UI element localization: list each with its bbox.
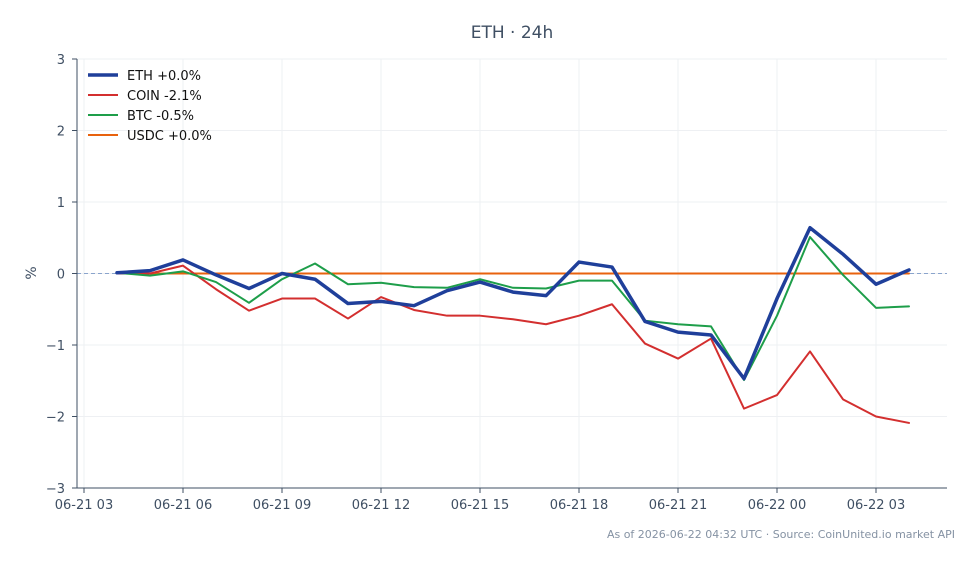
series-line-coin: [116, 264, 910, 424]
legend-label: BTC -0.5%: [127, 109, 194, 124]
legend-label: COIN -2.1%: [127, 89, 202, 104]
x-tick-label: 06-21 21: [649, 498, 707, 513]
footer-source: As of 2026-06-22 04:32 UTC · Source: Coi…: [607, 528, 955, 541]
x-tick-label: 06-21 15: [451, 498, 509, 513]
y-tick-label: 0: [57, 268, 65, 283]
y-tick-label: 3: [57, 53, 65, 68]
legend-label: USDC +0.0%: [127, 129, 212, 144]
y-tick-label: −2: [46, 411, 65, 426]
series-line-eth: [115, 225, 911, 381]
x-tick-label: 06-21 06: [154, 498, 212, 513]
x-tick-label: 06-22 03: [847, 498, 905, 513]
y-axis-label: %: [24, 266, 40, 279]
x-tick-label: 06-21 09: [253, 498, 311, 513]
legend-label: ETH +0.0%: [127, 69, 201, 84]
y-ticks: 3 2 1 0 −1 −2 −3: [46, 53, 77, 497]
x-tick-label: 06-21 18: [550, 498, 608, 513]
x-ticks: 06-21 03 06-21 06 06-21 09 06-21 12 06-21 15…: [55, 488, 905, 513]
chart-title: ETH · 24h: [471, 23, 554, 43]
y-tick-label: −1: [46, 339, 65, 354]
series-line-btc: [116, 236, 910, 382]
y-tick-label: −3: [46, 482, 65, 497]
legend: ETH +0.0% COIN -2.1% BTC -0.5% USDC +0.0%: [88, 69, 212, 144]
y-tick-label: 1: [57, 196, 65, 211]
x-tick-label: 06-22 00: [748, 498, 806, 513]
y-tick-label: 2: [57, 125, 65, 140]
series-lines: [115, 225, 911, 424]
x-tick-label: 06-21 12: [352, 498, 410, 513]
x-tick-label: 06-21 03: [55, 498, 113, 513]
